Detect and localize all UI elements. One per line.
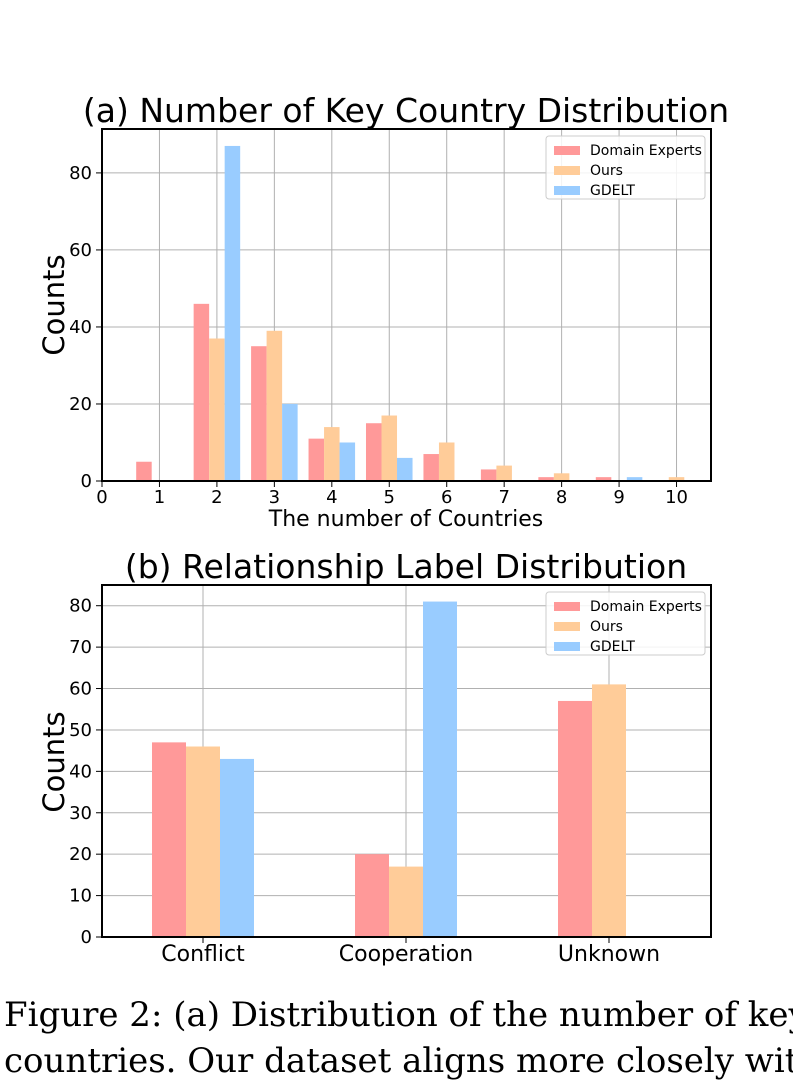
chart-b-legend: Domain Experts Ours GDELT	[545, 591, 706, 656]
chart-b-title: (b) Relationship Label Distribution	[125, 547, 687, 586]
chart-a-bar-domain-experts-3	[251, 346, 267, 481]
chart-a-bar-domain-experts-1	[136, 461, 152, 481]
chart-b-ytick-label: 50	[69, 720, 92, 741]
chart-a-bar-domain-experts-4	[308, 438, 325, 481]
figure-caption: Figure 2: (a) Distribution of the number…	[4, 992, 793, 1084]
chart-b-ytick-label: 10	[69, 886, 92, 907]
chart-b-ytick-label: 70	[69, 637, 92, 658]
chart-a-title: (a) Number of Key Country Distribution	[83, 91, 729, 130]
legend-box	[545, 591, 706, 656]
chart-a-bar-gdelt-3	[282, 403, 298, 481]
chart-b-bar-domain-experts-unknown	[558, 700, 592, 937]
chart-b-xtick-label-conflict: Conflict	[161, 942, 245, 967]
caption-line-1: Figure 2: (a) Distribution of the number…	[4, 995, 793, 1035]
chart-a-ytick-label: 0	[81, 471, 92, 492]
chart-a-bar-gdelt-2	[224, 145, 241, 481]
chart-a-xtick-label: 0	[96, 487, 107, 508]
legend-label-domain-experts: Domain Experts	[590, 143, 702, 159]
chart-a-xlabel: The number of Countries	[268, 507, 543, 532]
chart-a-ylabel: Counts	[37, 254, 71, 355]
chart-b-bar-gdelt-cooperation	[423, 601, 457, 937]
chart-a-xtick-label: 5	[384, 487, 395, 508]
chart-b-ticks: 0 10 20 30 40 50 60 70 80 Conflict Cooperation Unkn…	[69, 596, 660, 967]
legend-swatch-ours	[554, 166, 580, 175]
legend-swatch-gdelt	[554, 642, 580, 651]
chart-b-ytick-label: 40	[69, 761, 92, 782]
chart-a-xtick-label: 8	[556, 487, 567, 508]
chart-a-xtick-label: 1	[154, 487, 165, 508]
chart-b-bar-domain-experts-conflict	[152, 742, 186, 937]
chart-a-frame	[101, 128, 712, 482]
chart-a-bar-domain-experts-6	[423, 454, 439, 481]
chart-a-xtick-label: 7	[498, 487, 509, 508]
chart-a-bar-domain-experts-8	[538, 477, 554, 481]
chart-a-xtick-label: 6	[441, 487, 452, 508]
chart-b-ytick-label: 80	[69, 596, 92, 617]
chart-b-xtick-label-unknown: Unknown	[558, 942, 660, 967]
chart-a-bar-domain-experts-5	[365, 423, 382, 481]
legend-swatch-ours	[554, 622, 580, 631]
chart-a-bar-ours-5	[381, 415, 398, 481]
chart-b-bars	[152, 601, 626, 937]
legend-box	[545, 135, 706, 200]
chart-a-bar-domain-experts-9	[595, 477, 612, 481]
chart-a-bar-ours-3	[266, 330, 283, 481]
chart-b-ytick-label: 60	[69, 679, 92, 700]
legend-label-domain-experts: Domain Experts	[590, 599, 702, 615]
legend-label-ours: Ours	[590, 163, 623, 179]
chart-b-ytick-label: 30	[69, 803, 92, 824]
caption-line-2: countries. Our dataset aligns more close…	[4, 1041, 793, 1081]
chart-a-bar-ours-2	[209, 338, 225, 481]
chart-b-ylabel: Counts	[37, 711, 71, 812]
chart-a-ytick-label: 20	[69, 394, 92, 415]
legend-label-ours: Ours	[590, 619, 623, 635]
chart-a-bar-gdelt-5	[397, 457, 413, 481]
chart-a-ytick-label: 80	[69, 163, 92, 184]
chart-a-ytick-label: 40	[69, 317, 92, 338]
chart-a-bar-domain-experts-2	[193, 303, 210, 481]
chart-b-ytick-label: 20	[69, 844, 92, 865]
chart-a-bar-gdelt-9	[626, 477, 643, 481]
legend-swatch-gdelt	[554, 186, 580, 195]
legend-swatch-domain-experts	[554, 602, 580, 611]
legend-label-gdelt: GDELT	[590, 639, 635, 655]
legend-label-gdelt: GDELT	[590, 183, 635, 199]
chart-b-bar-gdelt-conflict	[220, 758, 254, 937]
chart-b-bar-ours-conflict	[186, 746, 220, 937]
chart-a-legend: Domain Experts Ours GDELT	[545, 135, 706, 200]
chart-b-ytick-label: 0	[81, 927, 92, 948]
chart-a-xtick-label: 9	[613, 487, 624, 508]
chart-b-bar-ours-unknown	[592, 684, 626, 937]
chart-a-bar-domain-experts-7	[480, 469, 497, 481]
chart-a-bar-ours-10	[668, 477, 685, 481]
chart-a-bar-gdelt-4	[339, 442, 356, 481]
chart-b-xtick-label-cooperation: Cooperation	[339, 942, 473, 967]
chart-a-bar-ours-4	[324, 427, 340, 481]
chart-a-xtick-label: 2	[211, 487, 222, 508]
chart-relationship-label-distribution: (b) Relationship Label Distribution 0 10 2…	[37, 547, 712, 967]
chart-a-bar-ours-6	[438, 442, 455, 481]
chart-key-country-distribution: (a) Number of Key Country Distribution 0…	[37, 91, 729, 532]
chart-a-xtick-label: 3	[269, 487, 280, 508]
chart-b-bar-domain-experts-cooperation	[355, 854, 389, 937]
chart-a-bars	[136, 145, 685, 481]
chart-a-ticks: 0 1 2 3 4 5 6 7 8 9 10 0 20 40 60 80	[69, 163, 688, 508]
chart-a-bar-ours-7	[496, 465, 512, 481]
chart-a-xtick-label: 10	[665, 487, 688, 508]
chart-a-xtick-label: 4	[326, 487, 337, 508]
legend-swatch-domain-experts	[554, 146, 580, 155]
chart-a-bar-ours-8	[553, 473, 570, 481]
chart-b-bar-ours-cooperation	[389, 866, 423, 937]
chart-a-ytick-label: 60	[69, 240, 92, 261]
figure: (a) Number of Key Country Distribution 0…	[37, 91, 729, 967]
